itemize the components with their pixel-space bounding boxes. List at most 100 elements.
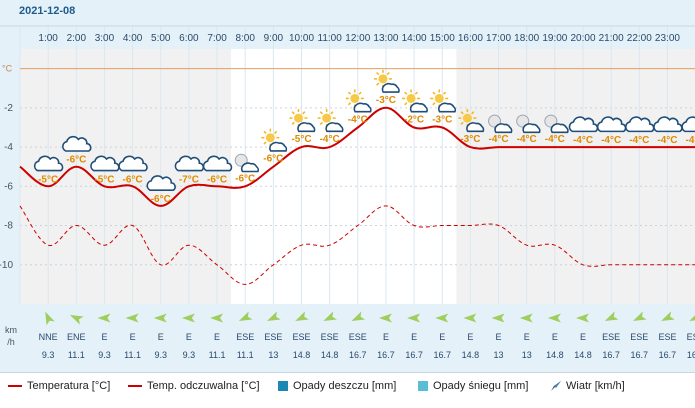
wind-speed-label: 11.1 xyxy=(237,350,254,360)
hour-header-band xyxy=(0,0,695,49)
temp-label: -4°C xyxy=(657,135,677,146)
cloud-icon xyxy=(653,116,683,133)
forecast-date: 2021-12-08 xyxy=(19,5,76,17)
legend-temperature-label: Temperatura [°C] xyxy=(27,380,111,392)
wind-direction-label: E xyxy=(158,332,164,342)
cloud-icon xyxy=(681,116,695,133)
legend-rain-swatch xyxy=(278,381,288,392)
hour-label: 12:00 xyxy=(345,33,370,44)
y-tick-label: -2 xyxy=(4,103,13,114)
cloud-shape xyxy=(381,82,400,93)
hour-label: 10:00 xyxy=(289,33,314,44)
wind-arrow-icon xyxy=(97,313,111,323)
wind-speed-label: 14.8 xyxy=(321,350,339,360)
wind-arrow-icon xyxy=(491,313,505,323)
temp-label: -6°C xyxy=(123,174,143,185)
sun-ray xyxy=(414,91,418,95)
cloud-shape xyxy=(625,116,655,133)
hour-label: 17:00 xyxy=(486,33,511,44)
wind-speed-label: 9.3 xyxy=(183,350,196,360)
sun-cloud-icon xyxy=(289,109,316,133)
hour-label: 11:00 xyxy=(318,33,343,44)
sun-ray xyxy=(291,121,295,125)
wind-direction-label: E xyxy=(214,332,220,342)
cloud-shape xyxy=(653,116,683,133)
sun-ray xyxy=(358,91,362,95)
y-tick-label: -4 xyxy=(4,142,13,153)
wind-unit-top: km xyxy=(5,325,17,335)
wind-direction-label: ESE xyxy=(687,332,695,342)
y-axis-unit: °C xyxy=(2,64,13,74)
cloud-shape xyxy=(297,122,316,133)
cloud-icon xyxy=(202,155,233,172)
temp-label: -6°C xyxy=(151,194,171,205)
wind-speed-label: 16.7 xyxy=(687,350,695,360)
cloud-shape xyxy=(62,135,92,152)
wind-speed-label: 13 xyxy=(522,350,532,360)
wind-arrow-icon xyxy=(45,311,55,326)
wind-arrow-shape xyxy=(181,313,195,323)
wind-speed-label: 9.3 xyxy=(98,350,111,360)
legend-feels-like-label: Temp. odczuwalna [°C] xyxy=(147,380,260,392)
hour-label: 8:00 xyxy=(235,33,255,44)
wind-direction-label: ESE xyxy=(236,332,254,342)
wind-arrow-shape xyxy=(604,311,619,321)
sun-ray xyxy=(347,102,352,106)
hour-label: 5:00 xyxy=(151,33,171,44)
wind-arrow-shape xyxy=(210,313,224,323)
wind-direction-label: E xyxy=(383,332,389,342)
wind-direction-label: E xyxy=(580,332,586,342)
cloud-shape xyxy=(437,102,457,113)
legend-temperature[interactable]: Temperatura [°C] xyxy=(8,379,110,393)
wind-speed-label: 11.1 xyxy=(68,350,85,360)
sun-cloud-icon xyxy=(373,69,400,93)
wind-arrow-icon xyxy=(125,313,139,323)
wind-direction-label: E xyxy=(130,332,136,342)
legend-feels-like[interactable]: Temp. odczuwalna [°C] xyxy=(128,379,260,393)
wind-speed-label: 16.7 xyxy=(433,350,451,360)
temp-label: -4°C xyxy=(686,135,695,146)
wind-arrow-icon xyxy=(153,313,167,323)
wind-arrow-icon xyxy=(267,311,281,321)
wind-arrow-shape xyxy=(238,311,253,321)
hour-label: 21:00 xyxy=(599,33,624,44)
legend-wind[interactable]: Wiatr [km/h] xyxy=(550,379,625,393)
wind-arrow-shape xyxy=(519,313,533,323)
cloud-shape xyxy=(681,116,695,133)
temp-label: -6°C xyxy=(66,155,86,166)
wind-arrow-shape xyxy=(295,311,309,321)
temp-label: -6°C xyxy=(207,174,227,185)
legend-snow[interactable]: Opady śniegu [mm] xyxy=(418,379,528,393)
wind-speed-label: 9.3 xyxy=(154,350,167,360)
wind-arrow-shape xyxy=(125,313,139,323)
cloud-shape xyxy=(174,155,205,172)
wind-speed-label: 16.7 xyxy=(349,350,367,360)
wind-direction-label: E xyxy=(524,332,530,342)
wind-arrow-shape xyxy=(632,311,647,321)
legend-feels-like-swatch xyxy=(128,385,142,388)
moon-cloud-icon xyxy=(516,114,541,134)
y-tick-label: -8 xyxy=(4,221,13,232)
sun-ray xyxy=(263,141,267,145)
wind-arrow-shape xyxy=(576,313,589,323)
wind-speed-label: 16.7 xyxy=(631,350,649,360)
hour-label: 15:00 xyxy=(430,33,455,44)
wind-speed-label: 16.7 xyxy=(405,350,423,360)
wind-speed-label: 9.3 xyxy=(42,350,55,360)
wind-direction-label: ESE xyxy=(602,332,620,342)
cloud-shape xyxy=(33,155,64,172)
wind-arrow-icon xyxy=(604,311,619,321)
y-tick-label: -6 xyxy=(4,181,13,192)
wind-arrow-icon xyxy=(351,311,366,321)
sun-cloud-icon xyxy=(402,89,428,113)
sun-disc xyxy=(434,93,444,103)
wind-direction-label: ESE xyxy=(658,332,676,342)
sun-disc xyxy=(406,93,416,103)
wind-direction-label: E xyxy=(552,332,558,342)
wind-arrow-shape xyxy=(689,311,695,321)
cloud-icon xyxy=(596,116,627,133)
wind-direction-label: ESE xyxy=(264,332,282,342)
sun-ray xyxy=(432,91,436,95)
legend-rain[interactable]: Opady deszczu [mm] xyxy=(278,379,396,393)
hour-label: 22:00 xyxy=(627,33,652,44)
